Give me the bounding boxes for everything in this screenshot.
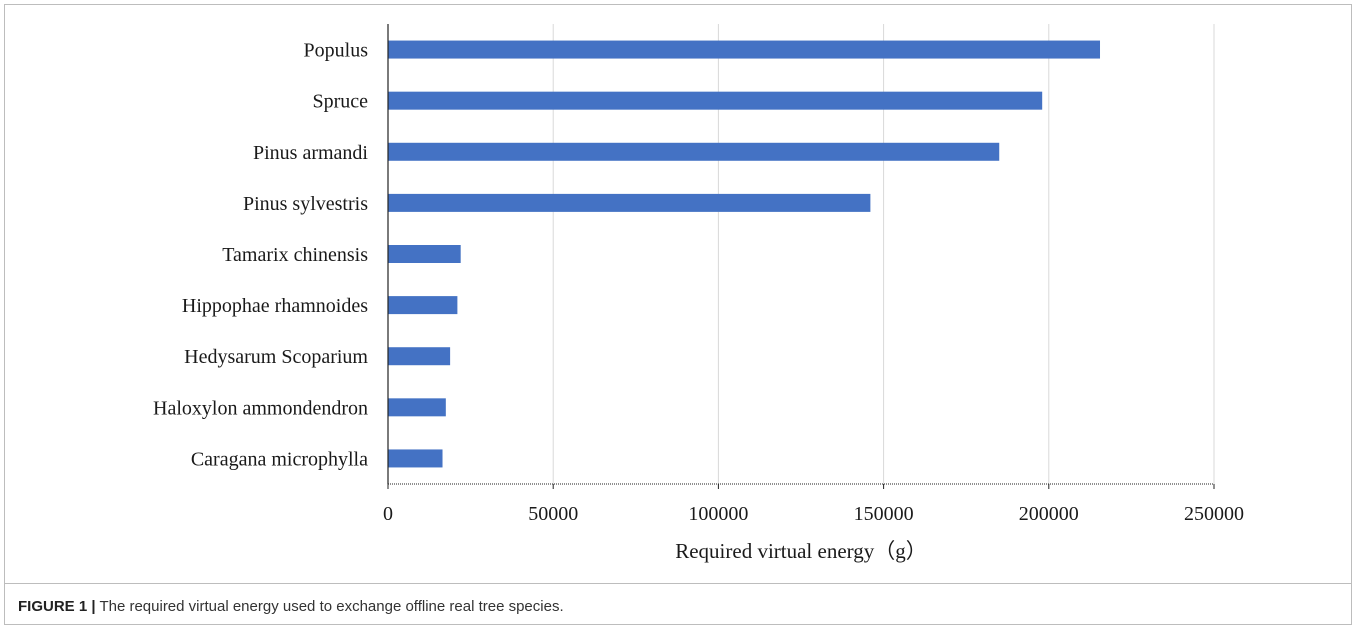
category-label: Caragana microphylla (191, 448, 368, 470)
bar (388, 398, 446, 417)
x-tick-label: 250000 (1184, 503, 1244, 525)
x-tick-label: 100000 (688, 503, 748, 525)
category-label: Pinus sylvestris (243, 193, 368, 215)
category-label: Hippophae rhamnoides (182, 295, 368, 317)
category-label: Pinus armandi (253, 142, 368, 164)
bar (388, 449, 443, 468)
figure-label: FIGURE 1 | (18, 598, 96, 615)
caption-divider (4, 583, 1352, 584)
category-label: Tamarix chinensis (222, 244, 368, 266)
bar (388, 193, 871, 212)
category-label: Hedysarum Scoparium (184, 346, 368, 368)
bar (388, 245, 461, 263)
figure-caption: FIGURE 1 | The required virtual energy u… (18, 598, 564, 615)
category-label: Haloxylon ammondendron (153, 397, 368, 419)
x-tick-label: 0 (383, 503, 393, 525)
x-tick-label: 50000 (528, 503, 578, 525)
bars (388, 40, 1101, 468)
bar (388, 91, 1043, 110)
bar (388, 296, 458, 315)
category-labels: Populus Spruce Pinus armandi Pinus sylvestr… (153, 40, 368, 471)
caption-text: The required virtual energy used to exch… (95, 598, 564, 615)
bar (388, 40, 1101, 59)
x-tick-labels: 0 50000 100000 150000 200000 250000 (383, 484, 1244, 525)
x-tick-label: 200000 (1019, 503, 1079, 525)
category-label: Populus (304, 40, 369, 62)
bar (388, 347, 451, 366)
category-label: Spruce (312, 91, 368, 113)
bar (388, 142, 1000, 161)
x-axis-title: Required virtual energy（g） (675, 539, 927, 563)
x-tick-label: 150000 (854, 503, 914, 525)
